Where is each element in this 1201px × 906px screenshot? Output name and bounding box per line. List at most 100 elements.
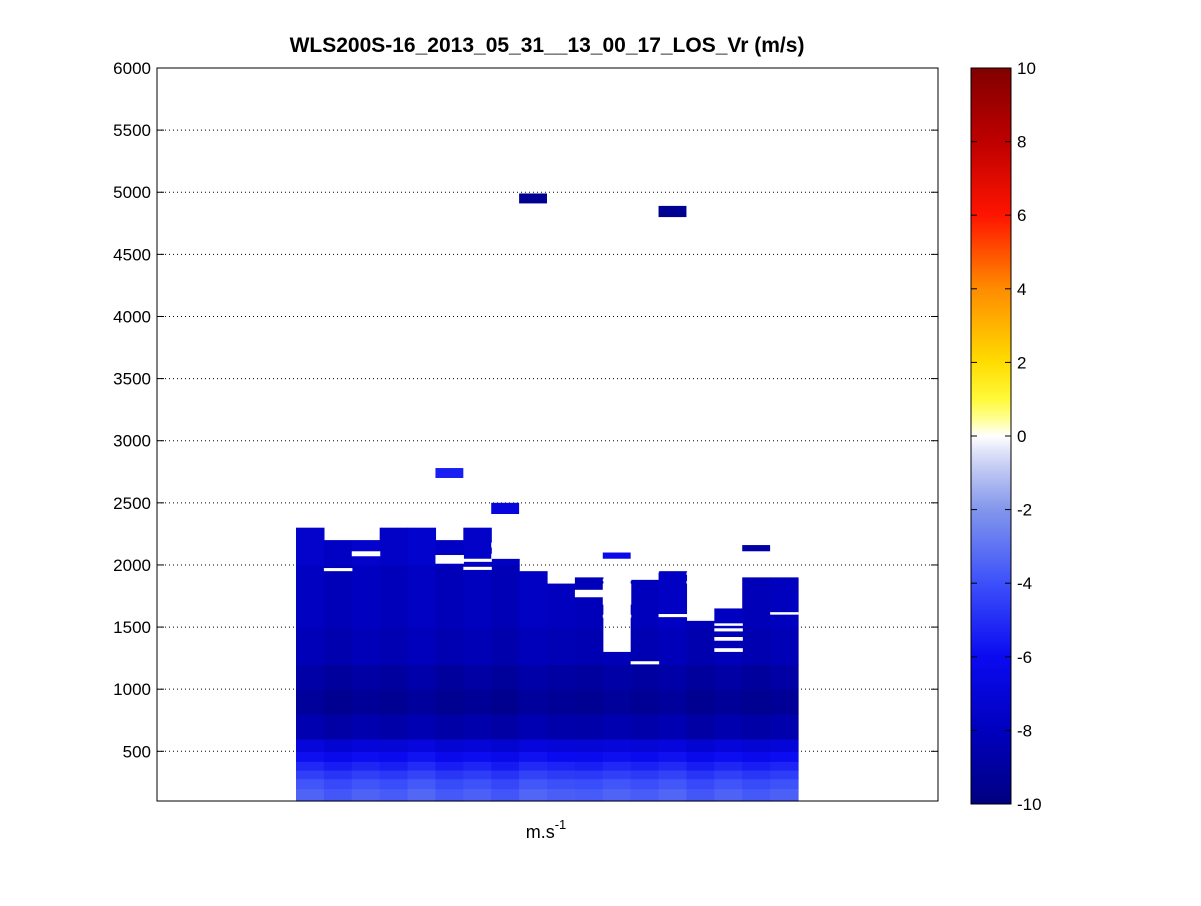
heatmap-cell	[630, 689, 660, 715]
heatmap-cell	[323, 738, 353, 752]
plot-frame	[156, 67, 939, 802]
heatmap-cell	[463, 751, 492, 762]
heatmap-cell	[379, 788, 409, 802]
heatmap-cell	[770, 664, 799, 690]
heatmap-cell	[519, 664, 548, 690]
heatmap-cell	[602, 751, 632, 762]
heatmap-cell	[686, 769, 715, 780]
heatmap-cell	[658, 738, 688, 752]
heatmap-cell	[351, 664, 381, 690]
heatmap-cell	[519, 778, 548, 790]
heatmap-cell	[630, 751, 660, 762]
heatmap-cell	[491, 778, 520, 790]
heatmap-gap	[491, 553, 520, 559]
heatmap-cell	[323, 769, 353, 780]
heatmap-cell	[491, 714, 520, 740]
heatmap-cell	[686, 761, 715, 771]
x-axis-label-base: m.s	[526, 822, 555, 842]
heatmap-cell	[574, 738, 604, 752]
heatmap-cell	[574, 689, 604, 715]
y-tick-label: 500	[123, 742, 151, 761]
heatmap-cell	[602, 738, 632, 752]
heatmap-cell	[491, 558, 520, 566]
colorbar-ticks: -10 -8 -6 -4 -2 0 2 4 6 8 10	[971, 59, 1042, 814]
heatmap-cell	[686, 714, 715, 740]
heatmap-gap	[602, 579, 632, 582]
heatmap-cell	[491, 761, 520, 771]
heatmap-cell	[351, 788, 381, 802]
colorbar-fill	[971, 68, 1011, 804]
heatmap-cell	[323, 778, 353, 790]
heatmap-cell	[519, 788, 548, 802]
heatmap-cell	[547, 714, 576, 740]
heatmap-cell	[519, 627, 548, 665]
heatmap-cell	[714, 751, 743, 762]
heatmap-cell	[463, 769, 492, 780]
heatmap-cell	[519, 738, 548, 752]
colorbar-tick-label: 2	[1017, 353, 1026, 372]
heatmap-cell	[547, 778, 576, 790]
heatmap-cell	[351, 714, 381, 740]
heatmap-cell	[686, 689, 715, 715]
heatmap-cell	[435, 714, 464, 740]
y-tick-label: 2500	[113, 494, 151, 513]
heatmap-cell	[714, 769, 743, 780]
heatmap-cell	[435, 468, 464, 478]
heatmap-cell	[491, 689, 520, 715]
heatmap-cell	[742, 769, 771, 780]
heatmap-cell	[463, 689, 492, 715]
y-tick-label: 5000	[113, 183, 151, 202]
heatmap-cell	[602, 761, 632, 771]
heatmap-cell	[463, 738, 492, 752]
heatmap-cell	[379, 769, 409, 780]
heatmap-cell	[658, 627, 688, 665]
heatmap-cell	[435, 751, 464, 762]
y-tick-label: 3500	[113, 370, 151, 389]
heatmap-cell	[630, 761, 660, 771]
y-tick-label: 5500	[113, 121, 151, 140]
heatmap-cell	[407, 788, 437, 802]
heatmap-cell	[602, 778, 632, 790]
x-axis-label: m.s-1	[526, 817, 567, 842]
heatmap-cell	[379, 627, 409, 665]
heatmap-cell	[463, 788, 492, 802]
heatmap-cell	[407, 714, 437, 740]
heatmap-cell	[296, 627, 325, 665]
colorbar-tick-label: 10	[1017, 59, 1036, 78]
heatmap-cell	[519, 571, 548, 628]
heatmap-cell	[296, 689, 325, 715]
heatmap-cell	[435, 627, 464, 665]
heatmap-cell	[770, 761, 799, 771]
heatmap-cell	[630, 664, 660, 690]
heatmap-cell	[714, 627, 743, 665]
heatmap-cell	[407, 689, 437, 715]
heatmap-cell	[742, 738, 771, 752]
heatmap-gap	[686, 572, 715, 575]
heatmap-gap	[435, 555, 464, 564]
heatmap-cell	[770, 714, 799, 740]
heatmap-gap	[602, 583, 632, 605]
heatmap-cell	[714, 689, 743, 715]
heatmap-cell	[323, 627, 353, 665]
heatmap-cell	[742, 751, 771, 762]
heatmap-cell	[519, 751, 548, 762]
heatmap-cell	[602, 664, 632, 690]
heatmap-cell	[296, 527, 325, 566]
heatmap-cell	[491, 664, 520, 690]
heatmap-cell	[379, 564, 409, 628]
heatmap-cell	[547, 664, 576, 690]
heatmap-cell	[323, 564, 353, 628]
heatmap-cell	[770, 577, 799, 628]
heatmap-cell	[574, 664, 604, 690]
heatmap-cell	[407, 664, 437, 690]
heatmap-cell	[407, 761, 437, 771]
heatmap-gap	[574, 589, 604, 598]
heatmap-cell	[574, 769, 604, 780]
heatmap-cell	[323, 788, 353, 802]
heatmap-cell	[407, 769, 437, 780]
heatmap-cell	[658, 751, 688, 762]
heatmap-gap	[463, 566, 492, 570]
heatmap-cell	[379, 778, 409, 790]
colorbar-tick-label: 4	[1017, 280, 1026, 299]
heatmap-cell	[547, 769, 576, 780]
